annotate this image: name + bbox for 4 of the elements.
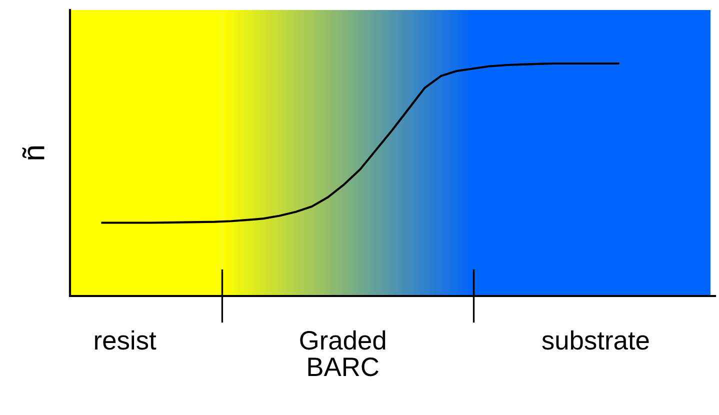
text: substrate [542, 330, 649, 350]
y-axis-title: ñ [22, 146, 44, 160]
text: resist [95, 330, 156, 350]
text: Graded BARC [300, 330, 386, 376]
